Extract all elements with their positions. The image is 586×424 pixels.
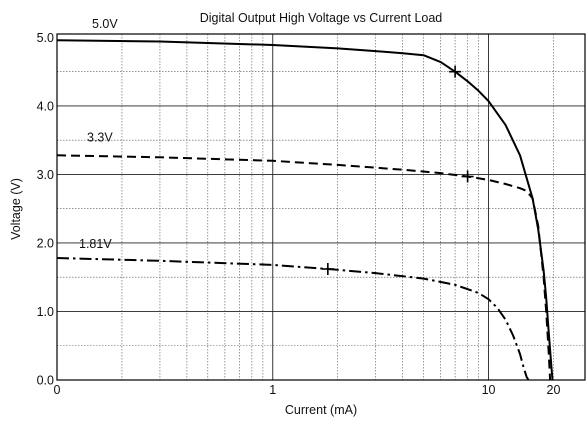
- x-axis-label: Current (mA): [285, 403, 357, 417]
- series-line-1: [56, 39, 554, 381]
- chart-title: Digital Output High Voltage vs Current L…: [200, 11, 443, 25]
- y-axis-label: Voltage (V): [9, 178, 23, 240]
- series-label-3: 1.81V: [79, 237, 112, 251]
- series-marker-3: [321, 263, 334, 276]
- tick-labels: 0 1 10 20 0.0 1.0 2.0 3.0 4.0 5.0: [37, 31, 561, 397]
- x-tick-label: 1: [269, 383, 276, 397]
- y-tick-label: 2.0: [37, 236, 54, 250]
- x-tick-label: 10: [482, 383, 496, 397]
- series-group: 5.0V 3.3V 1.81V: [56, 17, 554, 381]
- series-line-2: [56, 154, 552, 381]
- y-tick-label: 5.0: [37, 31, 54, 45]
- x-tick-label: 20: [547, 383, 561, 397]
- series-marker-1: [449, 65, 462, 78]
- y-tick-label: 3.0: [37, 168, 54, 182]
- series-label-2: 3.3V: [87, 130, 113, 144]
- plot-frame: [56, 33, 586, 381]
- y-tick-label: 1.0: [37, 305, 54, 319]
- series-marker-2: [461, 170, 474, 183]
- y-tick-label: 0.0: [37, 374, 54, 388]
- y-tick-label: 4.0: [37, 99, 54, 113]
- series-label-1: 5.0V: [92, 17, 118, 31]
- x-tick-label: 0: [54, 383, 61, 397]
- grid: [57, 34, 585, 380]
- series-line-3: [56, 257, 530, 381]
